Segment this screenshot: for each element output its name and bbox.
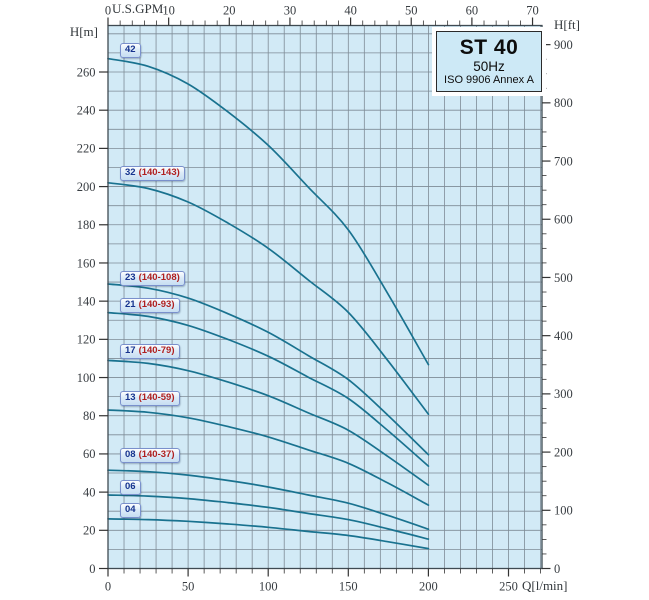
top-tick-label: 60 xyxy=(466,4,479,18)
bottom-tick-label: 0 xyxy=(105,580,111,594)
left-tick-label: 260 xyxy=(77,65,96,79)
stage-count: 21 xyxy=(125,298,136,310)
curve-04 xyxy=(107,518,430,550)
right-tick-label: 700 xyxy=(554,154,573,168)
left-tick-label: 80 xyxy=(83,409,96,423)
right-tick-label: 400 xyxy=(554,329,573,343)
left-tick-label: 240 xyxy=(77,103,96,117)
plot-area xyxy=(108,25,542,569)
curve-21 xyxy=(107,311,430,467)
right-tick-label: 900 xyxy=(554,38,573,52)
bottom-tick-label: 50 xyxy=(182,580,195,594)
grid xyxy=(108,25,542,569)
stage-count: 06 xyxy=(125,481,136,492)
curve-label-17: 17 (140-79) xyxy=(120,343,180,359)
motor-code: (140-143) xyxy=(138,166,180,178)
right-tick-label: 200 xyxy=(554,445,573,459)
stage-count: 17 xyxy=(125,344,136,356)
left-tick-label: 60 xyxy=(83,447,96,461)
left-tick-label: 160 xyxy=(77,256,96,270)
stage-count: 13 xyxy=(125,391,136,403)
pump-frequency: 50Hz xyxy=(473,58,505,74)
axis-ticks xyxy=(99,17,551,577)
bottom-tick-label: 200 xyxy=(419,580,438,594)
curve-label-06: 06 xyxy=(120,480,141,495)
curve-06 xyxy=(107,494,430,540)
curve-17 xyxy=(107,359,430,487)
left-tick-label: 180 xyxy=(77,218,96,232)
top-tick-label: 10 xyxy=(162,4,175,18)
motor-code: (140-37) xyxy=(138,448,175,460)
top-tick-label: 40 xyxy=(344,4,357,18)
right-tick-label: 600 xyxy=(554,213,573,227)
left-axis-unit: H[m] xyxy=(69,24,98,39)
curve-label-21: 21 (140-93) xyxy=(120,297,180,313)
curve-32 xyxy=(107,181,430,416)
pump-model: ST 40 xyxy=(459,35,519,59)
right-tick-label: 800 xyxy=(554,96,573,110)
top-tick-label: 20 xyxy=(223,4,236,18)
curve-label-04: 04 xyxy=(120,502,141,518)
right-axis-unit: H[ft] xyxy=(554,17,580,32)
curve-08 xyxy=(107,469,430,531)
right-tick-label: 500 xyxy=(554,271,573,285)
top-tick-label: 30 xyxy=(284,4,297,18)
left-tick-label: 0 xyxy=(89,562,95,576)
curve-label-08: 08 (140-37) xyxy=(120,447,180,463)
curve-23 xyxy=(107,283,430,456)
curve-label-42: 42 xyxy=(120,43,141,58)
left-tick-label: 20 xyxy=(83,524,96,538)
plot-border xyxy=(107,24,543,570)
top-tick-label: 70 xyxy=(526,4,539,18)
title-box: ST 40 50Hz ISO 9906 Annex A xyxy=(436,31,542,92)
motor-code: (140-93) xyxy=(138,298,175,310)
motor-code: (140-108) xyxy=(138,271,180,283)
stage-count: 04 xyxy=(125,503,136,515)
left-tick-label: 120 xyxy=(77,333,96,347)
left-tick-label: 220 xyxy=(77,142,96,156)
left-tick-label: 100 xyxy=(77,371,96,385)
bottom-axis-unit: Q[l/min] xyxy=(522,578,568,593)
motor-code: (140-59) xyxy=(138,391,175,403)
motor-code: (140-79) xyxy=(138,344,175,356)
left-tick-label: 40 xyxy=(83,485,96,499)
left-tick-label: 140 xyxy=(77,294,96,308)
stage-count: 23 xyxy=(125,271,136,283)
right-tick-label: 0 xyxy=(554,562,560,576)
stage-count: 42 xyxy=(125,44,136,55)
curve-label-13: 13 (140-59) xyxy=(120,390,180,406)
bottom-tick-label: 100 xyxy=(259,580,278,594)
curve-42 xyxy=(107,57,430,366)
stage-count: 32 xyxy=(125,166,136,178)
curves xyxy=(107,57,430,550)
top-axis-unit: U.S.GPM xyxy=(112,1,164,16)
standard-spec: ISO 9906 Annex A xyxy=(444,73,534,86)
top-tick-label: 50 xyxy=(405,4,418,18)
curve-13 xyxy=(107,409,430,506)
axis-tick-labels: 0 10 20 30 40 50 60 700 50 100 150 200 2500204060801… xyxy=(77,4,573,594)
left-tick-label: 200 xyxy=(77,180,96,194)
stage-count: 08 xyxy=(125,448,136,460)
curve-label-32: 32 (140-143) xyxy=(120,165,185,181)
bottom-tick-label: 250 xyxy=(499,580,518,594)
bottom-tick-label: 150 xyxy=(339,580,358,594)
right-tick-label: 100 xyxy=(554,504,573,518)
right-tick-label: 300 xyxy=(554,387,573,401)
top-tick-label: 0 xyxy=(105,4,111,18)
curve-label-23: 23 (140-108) xyxy=(120,270,185,286)
